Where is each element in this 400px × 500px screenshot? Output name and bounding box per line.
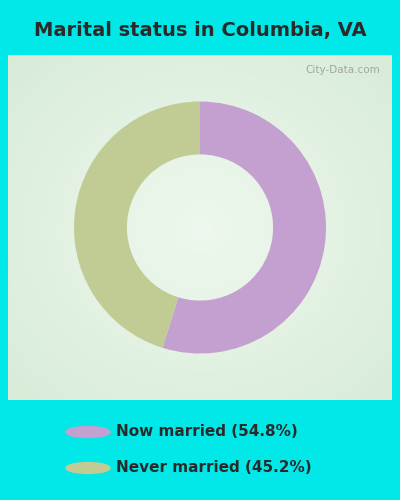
Wedge shape (162, 102, 326, 354)
Wedge shape (74, 102, 200, 348)
Circle shape (66, 462, 110, 473)
Text: Never married (45.2%): Never married (45.2%) (116, 460, 312, 475)
Text: Marital status in Columbia, VA: Marital status in Columbia, VA (34, 20, 366, 40)
Circle shape (66, 426, 110, 438)
Text: City-Data.com: City-Data.com (306, 66, 380, 76)
Text: Now married (54.8%): Now married (54.8%) (116, 424, 298, 440)
